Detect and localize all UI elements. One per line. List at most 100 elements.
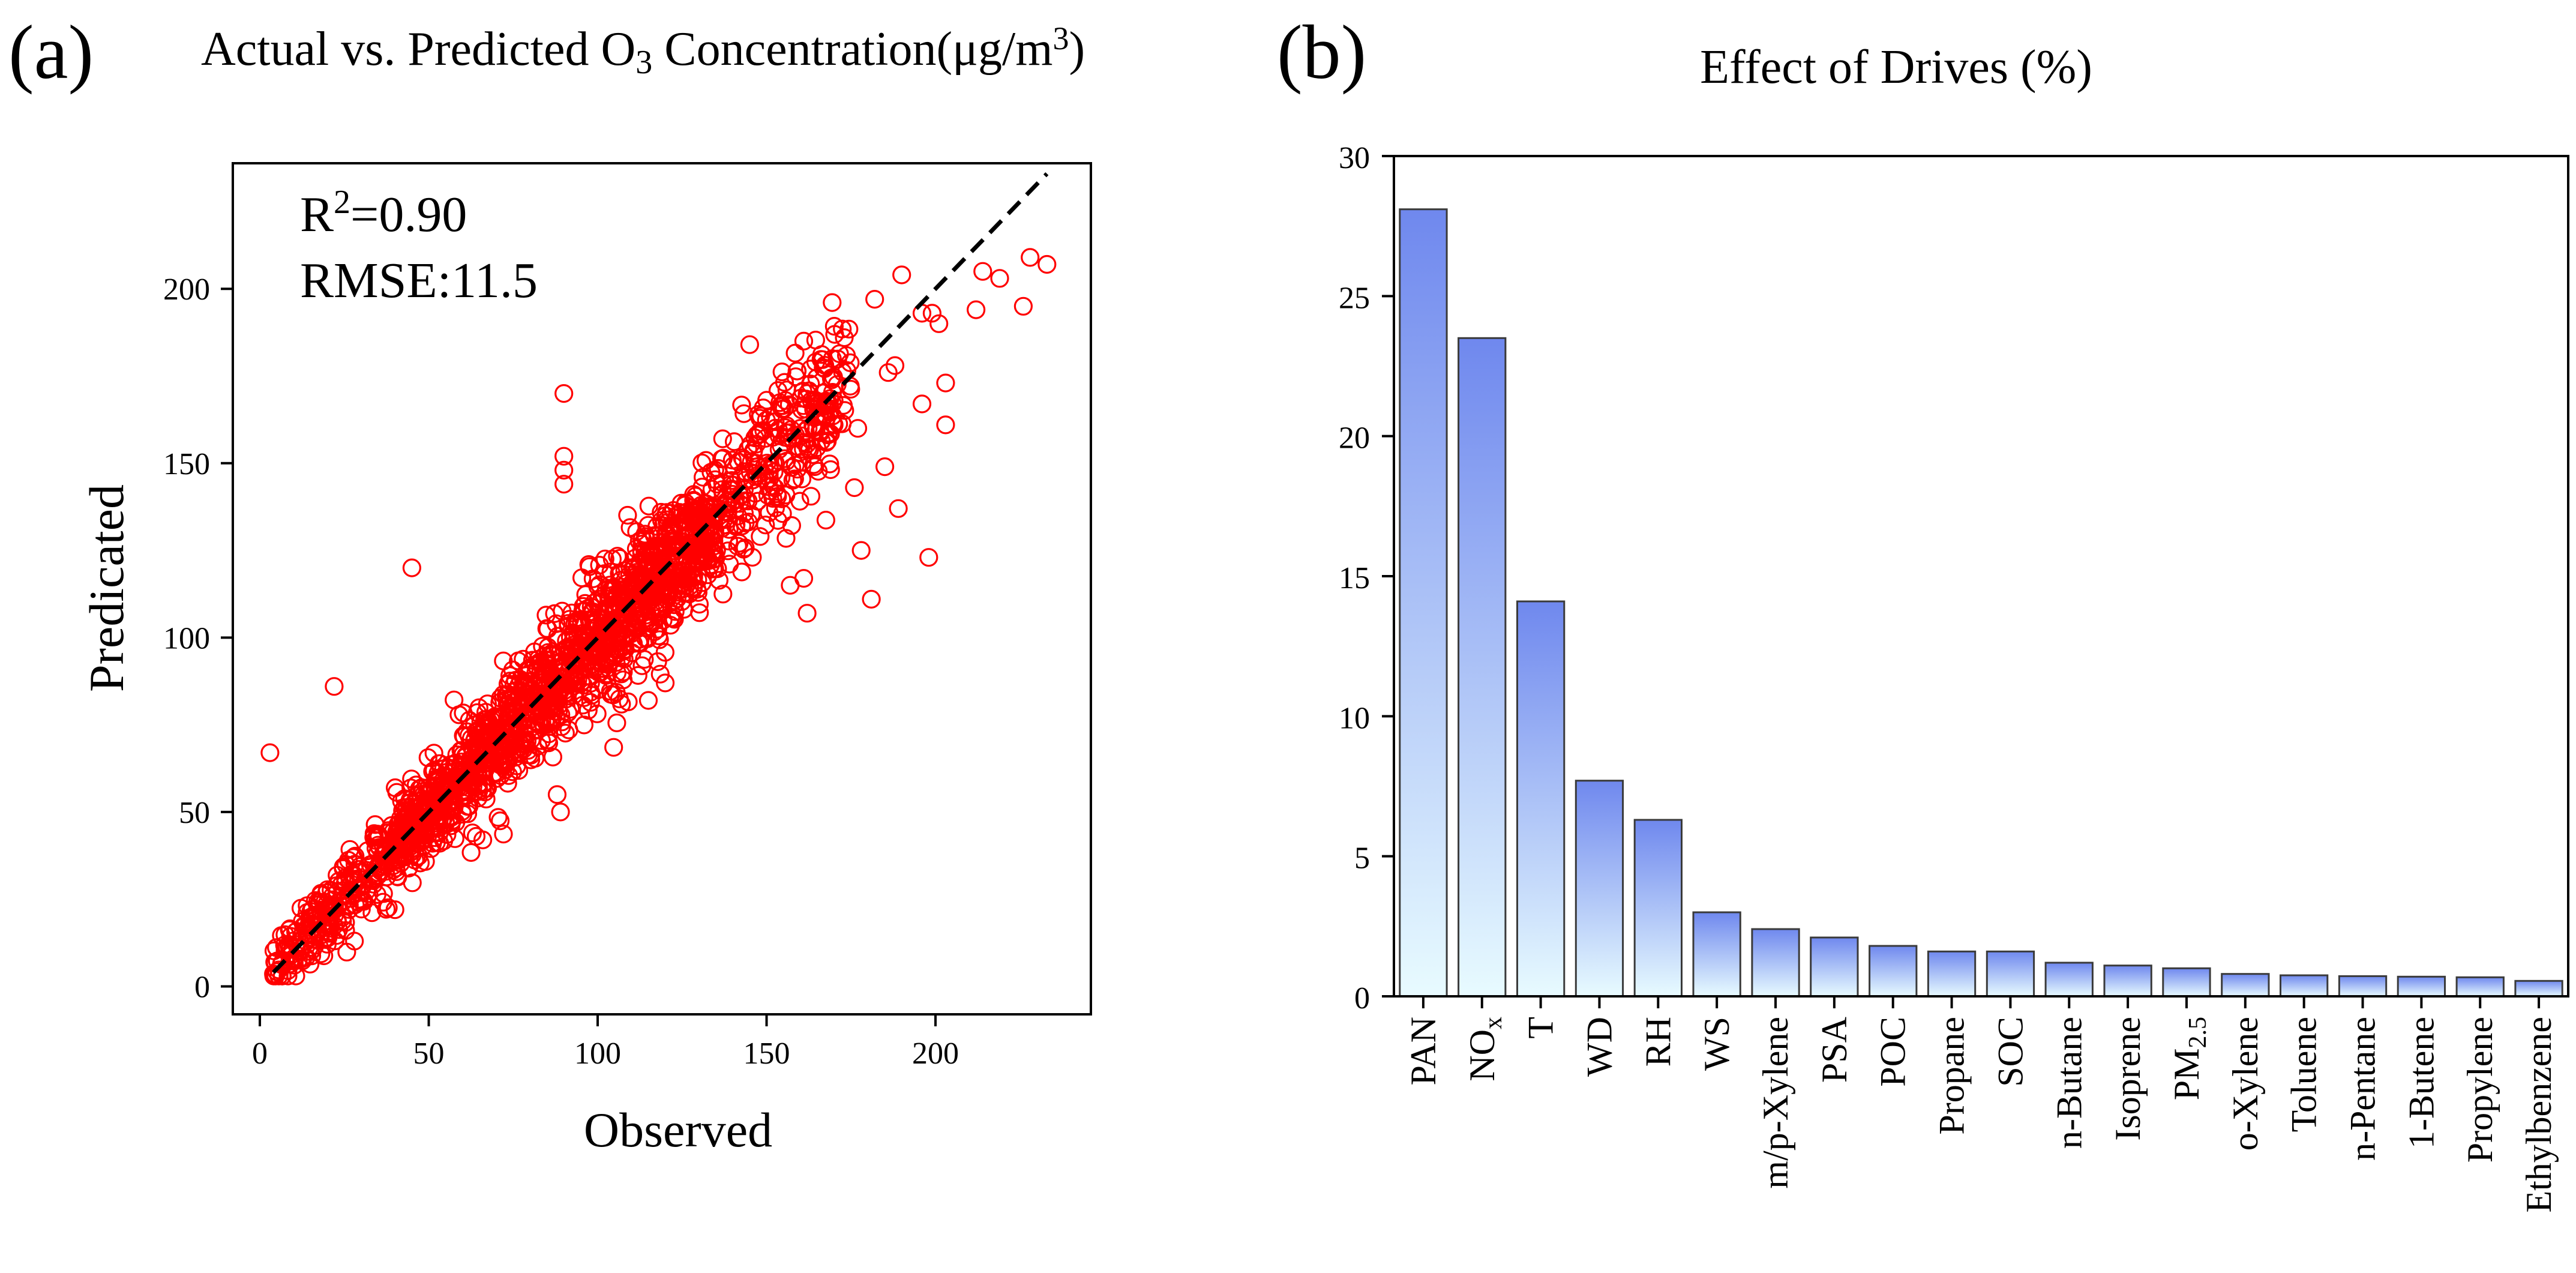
- scatter-point: [642, 547, 661, 567]
- bar-PSA: [1810, 936, 1859, 998]
- bar-category-base: Isoprene: [2108, 1017, 2148, 1141]
- scatter-point: [591, 625, 610, 645]
- scatter-point: [936, 415, 955, 435]
- scatter-point: [664, 501, 683, 520]
- scatter-point: [919, 548, 938, 567]
- bar-category-base: Toluene: [2284, 1017, 2324, 1132]
- scatter-point: [536, 712, 556, 732]
- bar-category-label: Propylene: [2460, 1017, 2500, 1163]
- scatter-point: [664, 595, 684, 615]
- scatter-point: [936, 373, 955, 393]
- scatter-point: [416, 852, 435, 871]
- bar-axes: 0 5 10 15 20 25 30: [1339, 141, 1394, 1016]
- scatter-title-sup: 3: [1052, 20, 1069, 56]
- bar-category-base: RH: [1638, 1017, 1678, 1067]
- panel-b: (b) Effect of Drives (%) 0 5 10 15 20 25 30 PA…: [1277, 10, 2569, 1213]
- bar-category-base: PSA: [1815, 1017, 1854, 1083]
- scatter-point: [400, 793, 419, 813]
- one-to-one-reference-line: [272, 172, 1049, 974]
- scatter-point: [311, 885, 331, 904]
- bar-category-label: T: [1521, 1017, 1561, 1039]
- r2-value: =0.90: [350, 187, 467, 242]
- bar-category-label: PAN: [1404, 1017, 1443, 1086]
- scatter-point: [676, 576, 696, 595]
- scatter-point: [878, 363, 898, 382]
- scatter-point: [709, 571, 729, 590]
- bar-category-base: SOC: [1990, 1017, 2030, 1087]
- scatter-point: [768, 511, 788, 530]
- scatter-point: [1013, 296, 1033, 316]
- scatter-point: [865, 290, 884, 309]
- scatter-point: [791, 419, 810, 438]
- scatter-point: [610, 549, 629, 568]
- panel-a: (a) Actual vs. Predicted O3 Concentratio…: [8, 10, 1092, 1157]
- bar-category-base: n-Pentane: [2343, 1017, 2383, 1161]
- scatter-point: [427, 769, 446, 789]
- scatter-point: [851, 541, 871, 560]
- scatter-title: Actual vs. Predicted O3 Concentration(μg…: [201, 20, 1085, 81]
- scatter-point: [510, 734, 529, 753]
- scatter-point: [436, 813, 455, 832]
- scatter-point: [590, 575, 609, 594]
- scatter-point: [445, 690, 464, 709]
- scatter-point: [402, 558, 422, 577]
- scatter-point: [1037, 254, 1057, 274]
- bar-PM2.5: [2162, 967, 2211, 998]
- scatter-point: [1021, 248, 1040, 267]
- scatter-point: [779, 395, 799, 414]
- scatter-point: [760, 465, 779, 484]
- bar-category-base: Propylene: [2460, 1017, 2500, 1163]
- scatter-point: [581, 673, 600, 693]
- scatter-point: [686, 549, 705, 568]
- scatter-point: [469, 733, 488, 753]
- scatter-point: [488, 808, 508, 827]
- scatter-point: [275, 925, 295, 944]
- scatter-point: [476, 789, 496, 808]
- scatter-point: [509, 760, 529, 780]
- rmse-annotation: RMSE:11.5: [300, 253, 538, 308]
- bar-category-label: 1-Butene: [2401, 1017, 2441, 1149]
- scatter-point: [794, 331, 814, 351]
- scatter-point: [473, 775, 493, 795]
- scatter-point: [498, 774, 517, 793]
- scatter-point: [728, 537, 747, 556]
- scatter-point: [785, 469, 804, 489]
- scatter-point: [772, 436, 791, 456]
- scatter-point: [763, 489, 782, 508]
- bar-Toluene: [2280, 974, 2329, 998]
- scatter-point: [264, 965, 283, 984]
- scatter-point: [805, 457, 824, 477]
- bar-category-label: n-Butane: [2049, 1017, 2089, 1149]
- bar-category-label: WD: [1580, 1017, 1620, 1077]
- bar-category-base: o-Xylene: [2226, 1017, 2265, 1151]
- scatter-point: [776, 486, 796, 505]
- scatter-point: [596, 666, 616, 685]
- scatter-point: [325, 677, 344, 696]
- scatter-point: [551, 802, 570, 822]
- scatter-point: [875, 457, 895, 477]
- scatter-point: [469, 698, 488, 717]
- scatter-title-end: ): [1069, 23, 1085, 76]
- scatter-point: [517, 677, 536, 696]
- bar-category-label: o-Xylene: [2226, 1017, 2265, 1151]
- scatter-point: [602, 549, 622, 569]
- y-tick-label: 100: [163, 621, 210, 655]
- scatter-point: [587, 704, 607, 723]
- bars: [1399, 208, 2563, 998]
- scatter-point: [473, 830, 493, 850]
- scatter-point: [776, 529, 796, 548]
- scatter-point: [739, 492, 758, 511]
- scatter-point: [285, 956, 304, 975]
- scatter-point: [368, 825, 387, 844]
- scatter-point: [430, 823, 449, 843]
- scatter-point: [718, 498, 737, 517]
- scatter-point: [370, 838, 389, 857]
- y-tick-label: 200: [163, 272, 210, 307]
- scatter-point: [806, 330, 826, 350]
- y-tick-label: 150: [163, 447, 210, 481]
- bar-category-label: n-Pentane: [2343, 1017, 2383, 1161]
- scatter-point: [797, 384, 817, 403]
- scatter-point: [697, 538, 716, 558]
- scatter-point: [580, 610, 599, 630]
- scatter-point: [823, 293, 842, 312]
